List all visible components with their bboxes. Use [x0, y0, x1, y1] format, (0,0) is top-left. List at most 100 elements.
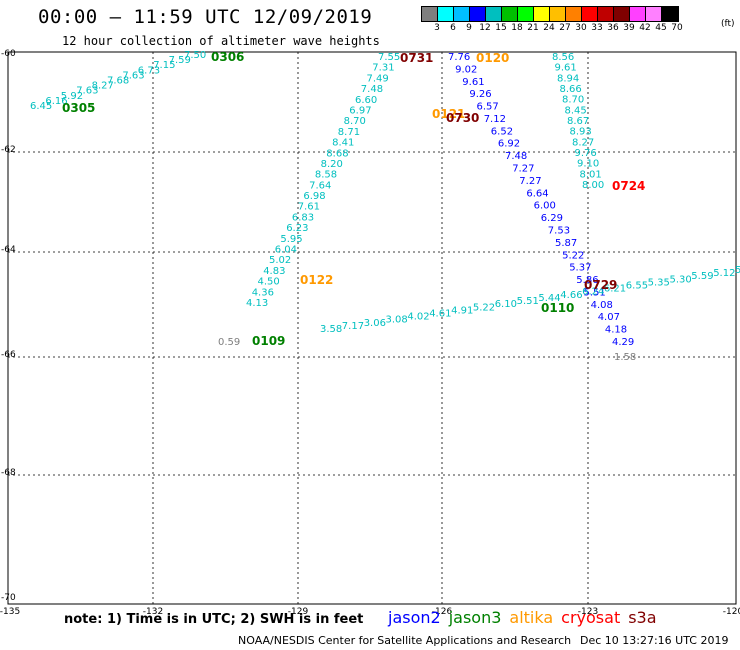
legend-swatch: [582, 7, 598, 21]
legend-swatch: [646, 7, 662, 21]
wave-height-value: 4.91: [451, 305, 473, 316]
wave-height-value: 6.29: [541, 213, 563, 224]
footer-note: note: 1) Time is in UTC; 2) SWH is in fe…: [64, 612, 364, 627]
wave-height-value: 4.50: [258, 277, 280, 288]
wave-height-value: 6.04: [275, 245, 297, 256]
wave-height-value: 4.18: [605, 325, 627, 336]
pass-label: 0120: [476, 51, 509, 65]
legend-swatch: [438, 7, 454, 21]
wave-height-value: 7.48: [361, 84, 383, 95]
legend-threshold: 70: [671, 23, 683, 33]
satellite-legend: jason2 jason3 altika cryosat s3a: [388, 608, 665, 627]
wave-height-value: 9.26: [469, 89, 491, 100]
wave-height-value: 5.12: [713, 268, 735, 279]
wave-height-value: 8.56: [552, 52, 574, 63]
wave-height-value: 4.66: [560, 290, 582, 301]
legend-threshold: 42: [639, 23, 651, 33]
wave-height-value: 5.51: [517, 296, 539, 307]
wave-height-value: 5.02: [269, 255, 291, 266]
wave-height-value: 4.36: [252, 287, 274, 298]
wave-height-value: 8.70: [562, 95, 584, 106]
wave-height-value: 6.60: [355, 95, 377, 106]
pass-label: 0731: [400, 51, 433, 65]
legend-swatch: [486, 7, 502, 21]
map-frame: [7, 51, 737, 605]
lat-label: -68: [1, 468, 16, 478]
legend-threshold: 24: [543, 23, 555, 33]
wave-height-value: 7.68: [107, 76, 129, 87]
wave-height-value: 4.08: [591, 300, 613, 311]
pass-label: 0305: [62, 101, 95, 115]
footer-timestamp: Dec 10 13:27:16 UTC 2019: [580, 634, 729, 647]
lon-label: -135: [0, 607, 20, 617]
wave-height-value: 4.61: [429, 309, 451, 320]
lat-label: -62: [1, 145, 16, 155]
wave-height-value: 6.57: [477, 102, 499, 113]
wave-height-value: 5.87: [555, 238, 577, 249]
satellite-jason3: jason3: [448, 608, 502, 627]
wave-height-value: 8.41: [332, 138, 354, 149]
color-legend: 3 6 9 12 15 18 21 24 27 30 33 36 39 42 45 70 (ft): [421, 6, 735, 34]
legend-threshold: 9: [466, 23, 472, 33]
wave-height-value: 3.06: [364, 318, 386, 329]
legend-threshold: 21: [527, 23, 539, 33]
pass-label: 0121: [432, 107, 465, 121]
legend-swatch: [454, 7, 470, 21]
legend-swatch: [502, 7, 518, 21]
legend-threshold: 27: [559, 23, 571, 33]
wave-height-value: 9.10: [577, 159, 599, 170]
pass-label: 0306: [211, 50, 244, 64]
wave-height-value: 5.95: [280, 234, 302, 245]
wave-height-value: 6.83: [292, 212, 314, 223]
wave-height-value: 9.02: [455, 64, 477, 75]
wave-height-value: 7.63: [122, 70, 144, 81]
wave-height-value: 8.71: [338, 127, 360, 138]
wave-height-value: 7.63: [76, 86, 98, 97]
wave-height-value: 8.58: [315, 170, 337, 181]
legend-swatch: [422, 7, 438, 21]
satellite-s3a: s3a: [628, 608, 657, 627]
legend-threshold: 45: [655, 23, 667, 33]
wave-height-value: 6.73: [138, 65, 160, 76]
footer-credit: NOAA/NESDIS Center for Satellite Applica…: [238, 634, 572, 647]
lat-label: -66: [1, 350, 16, 360]
wave-height-value: 6.16: [45, 96, 67, 107]
wave-height-value: 8.66: [560, 84, 582, 95]
legend-swatch: [550, 7, 566, 21]
wave-height-value: 7.49: [367, 73, 389, 84]
wave-height-value: 9.61: [555, 63, 577, 74]
wave-height-value: 4.29: [612, 337, 634, 348]
legend-threshold: 30: [575, 23, 587, 33]
wave-height-value: 4.02: [407, 312, 429, 323]
wave-height-value: 5.30: [670, 274, 692, 285]
wave-height-value: 7.48: [505, 151, 527, 162]
wave-height-value: 7.64: [309, 180, 331, 191]
lat-label: -70: [1, 593, 16, 603]
wave-height-value: 8.01: [580, 169, 602, 180]
legend-swatch: [630, 7, 646, 21]
wave-height-value: 6.24: [582, 287, 604, 298]
wave-height-value: 8.45: [565, 105, 587, 116]
pass-label: 0109: [252, 334, 285, 348]
wave-height-value: 8.93: [570, 127, 592, 138]
wave-height-value: 3.58: [320, 324, 342, 335]
gridlines: [8, 52, 736, 604]
wave-height-value: 6.10: [495, 299, 517, 310]
legend-swatch: [534, 7, 550, 21]
wave-height-value: 7.15: [153, 60, 175, 71]
wave-height-value: 5.37: [569, 263, 591, 274]
legend-threshold: 3: [434, 23, 440, 33]
legend-threshold: 36: [607, 23, 619, 33]
legend-threshold: 18: [511, 23, 523, 33]
lon-label: -120: [723, 607, 740, 617]
legend-unit: (ft): [721, 19, 735, 29]
lon-label: -129: [288, 607, 309, 617]
wave-height-value: 5.44: [538, 293, 560, 304]
wave-height-value: 5.59: [691, 271, 713, 282]
lon-label: -126: [432, 607, 453, 617]
wave-height-value: 7.17: [342, 321, 364, 332]
wave-height-value: 3.08: [386, 315, 408, 326]
legend-swatch: [566, 7, 582, 21]
wave-height-value: 8.68: [326, 148, 348, 159]
